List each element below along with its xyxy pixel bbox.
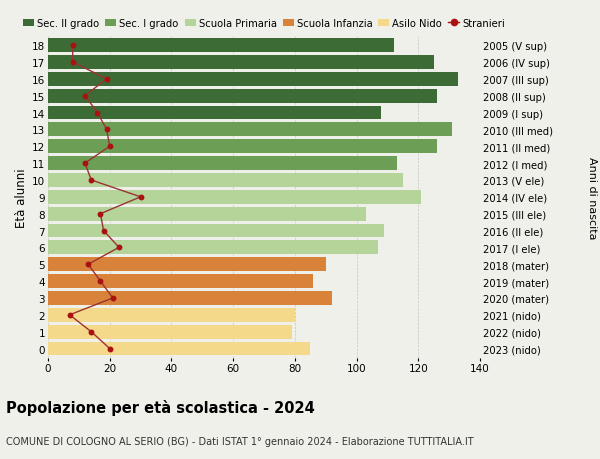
Point	[68, 59, 77, 67]
Bar	[48, 90, 437, 103]
Point	[68, 42, 77, 50]
Bar	[48, 308, 295, 322]
Y-axis label: Età alunni: Età alunni	[15, 168, 28, 227]
Bar	[48, 140, 437, 154]
Text: Anni di nascita: Anni di nascita	[587, 156, 597, 239]
Point	[108, 295, 118, 302]
Point	[95, 211, 105, 218]
Bar	[48, 157, 397, 171]
Point	[105, 345, 115, 353]
Bar	[48, 325, 292, 339]
Point	[95, 278, 105, 285]
Point	[105, 143, 115, 151]
Point	[136, 194, 145, 201]
Bar	[48, 207, 366, 221]
Point	[114, 244, 124, 252]
Legend: Sec. II grado, Sec. I grado, Scuola Primaria, Scuola Infanzia, Asilo Nido, Stran: Sec. II grado, Sec. I grado, Scuola Prim…	[23, 18, 505, 28]
Bar	[48, 106, 381, 120]
Bar	[48, 291, 332, 305]
Point	[86, 177, 96, 184]
Point	[80, 160, 90, 168]
Point	[83, 261, 93, 269]
Point	[65, 312, 74, 319]
Point	[102, 126, 112, 134]
Bar	[48, 174, 403, 187]
Bar	[48, 342, 310, 356]
Text: COMUNE DI COLOGNO AL SERIO (BG) - Dati ISTAT 1° gennaio 2024 - Elaborazione TUTT: COMUNE DI COLOGNO AL SERIO (BG) - Dati I…	[6, 436, 473, 446]
Point	[92, 110, 102, 117]
Bar	[48, 123, 452, 137]
Point	[86, 328, 96, 336]
Bar	[48, 39, 394, 53]
Bar	[48, 190, 421, 204]
Point	[99, 227, 109, 235]
Bar	[48, 241, 378, 255]
Bar	[48, 274, 313, 288]
Bar	[48, 73, 458, 86]
Point	[80, 93, 90, 100]
Text: Popolazione per età scolastica - 2024: Popolazione per età scolastica - 2024	[6, 399, 315, 415]
Point	[102, 76, 112, 83]
Bar	[48, 224, 385, 238]
Bar	[48, 258, 326, 272]
Bar	[48, 56, 434, 70]
